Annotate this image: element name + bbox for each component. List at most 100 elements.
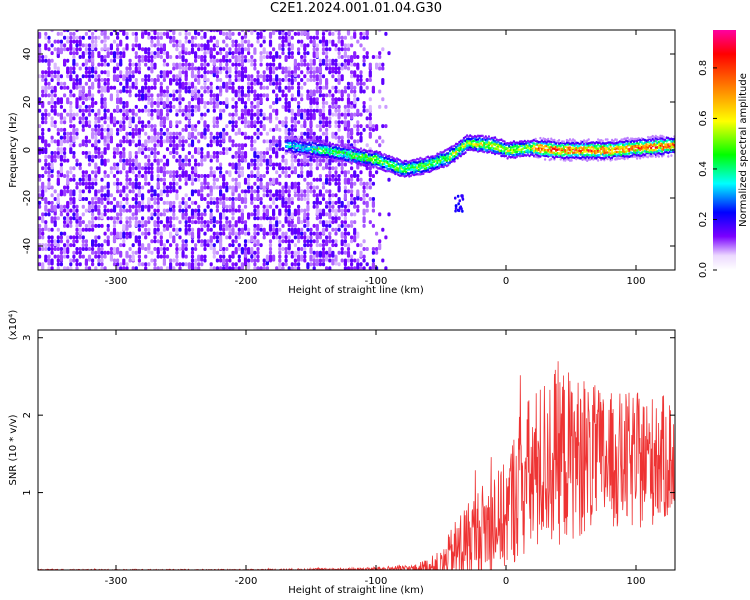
heatmap-cell [300,197,304,201]
heatmap-cell [137,247,141,254]
heatmap-cell [97,154,101,159]
heatmap-cell [197,93,201,98]
heatmap-cell [112,197,117,201]
heatmap-cell [312,189,316,194]
heatmap-cell [175,170,179,175]
heatmap-cell [290,35,294,40]
heatmap-cell [212,101,216,105]
heatmap-cell [66,177,70,185]
heatmap-cell [256,70,260,75]
heatmap-cell [134,124,138,129]
heatmap-cell [297,85,301,90]
heatmap-cell [84,120,88,128]
heatmap-cell [103,204,107,209]
heatmap-cell [47,235,51,240]
heatmap-cell [268,216,273,221]
heatmap-cell [256,185,260,190]
heatmap-cell [50,85,54,90]
heatmap-cell [94,254,98,259]
heatmap-cell [334,208,338,216]
heatmap-cell [281,147,285,152]
heatmap-cell [331,74,335,79]
heatmap-cell [69,235,73,240]
heatmap-cell [353,170,357,178]
heatmap-cell [172,204,176,209]
heatmap-cell [456,152,459,155]
heatmap-cell [84,266,88,270]
heatmap-cell [41,189,45,197]
heatmap-cell [78,181,82,186]
heatmap-cell [66,247,70,254]
heatmap-cell [234,177,238,182]
heatmap-cell [372,166,375,169]
heatmap-cell [358,148,361,152]
heatmap-cell [237,154,241,159]
heatmap-cell [281,158,285,163]
heatmap-cell [365,185,369,190]
heatmap-cell [268,181,273,186]
heatmap-cell [153,78,157,85]
heatmap-cell [159,139,163,147]
heatmap-cell [134,250,138,255]
heatmap-cell [303,223,307,228]
heatmap-cell [275,93,279,98]
heatmap-cell [91,258,95,263]
heatmap-cell [75,39,79,44]
heatmap-cell [337,78,341,85]
heatmap-cell [315,101,319,105]
heatmap-cell [59,81,63,86]
heatmap-cell [325,212,329,217]
heatmap-cell [91,239,95,247]
heatmap-cell [178,177,182,182]
heatmap-cell [72,31,76,36]
heatmap-cell [243,158,248,163]
heatmap-cell [303,58,307,63]
heatmap-cell [119,139,123,144]
heatmap-cell [187,197,191,201]
heatmap-cell [293,158,297,163]
heatmap-cell [368,185,372,190]
heatmap-cell [147,231,151,236]
heatmap-cell [293,208,297,216]
heatmap-cell [253,258,257,263]
heatmap-cell [162,124,166,129]
heatmap-cell [197,151,201,155]
heatmap-cell [153,200,157,205]
heatmap-cell [38,74,42,79]
heatmap-cell [272,208,276,216]
heatmap-cell [356,74,360,79]
heatmap-cell [147,139,151,144]
heatmap-cell [103,112,107,120]
heatmap-cell [125,266,129,270]
heatmap-cell [153,220,157,228]
heatmap-cell [156,212,160,217]
heatmap-cell [106,47,110,52]
heatmap-cell [91,197,95,201]
heatmap-cell [97,216,101,221]
heatmap-cell [259,62,263,67]
heatmap-cell [194,104,198,109]
heatmap-cell [87,78,92,82]
heatmap-cell [125,139,129,144]
heatmap-cell [209,101,213,105]
heatmap-cell [350,223,354,228]
heatmap-cell [75,181,79,186]
heatmap-cell [63,243,67,248]
heatmap-cell [550,143,553,146]
heatmap-cell [100,39,104,44]
heatmap-cell [206,143,210,148]
heatmap-cell [75,158,79,163]
heatmap-cell [225,35,229,40]
heatmap-cell [116,212,120,217]
heatmap-cell [84,43,88,48]
heatmap-cell [375,231,379,236]
heatmap-cell [350,181,354,189]
heatmap-cell [41,127,45,132]
heatmap-cell [38,158,42,163]
heatmap-cell [392,161,395,165]
heatmap-cell [297,31,301,36]
heatmap-cell [59,74,63,79]
heatmap-cell [41,174,45,178]
heatmap-cell [375,124,379,132]
